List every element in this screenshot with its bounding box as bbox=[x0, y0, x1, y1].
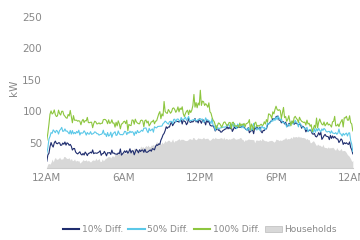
Y-axis label: kW: kW bbox=[9, 79, 19, 96]
Legend: 10% Diff., 50% Diff., 100% Diff., Households: 10% Diff., 50% Diff., 100% Diff., Househ… bbox=[59, 221, 341, 237]
